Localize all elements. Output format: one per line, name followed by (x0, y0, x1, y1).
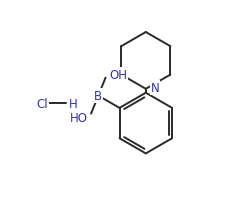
Text: N: N (151, 82, 160, 95)
Text: Cl: Cl (36, 97, 48, 110)
Text: OH: OH (109, 68, 127, 81)
Text: H: H (68, 97, 77, 110)
Text: B: B (94, 90, 102, 103)
Text: HO: HO (70, 111, 88, 124)
